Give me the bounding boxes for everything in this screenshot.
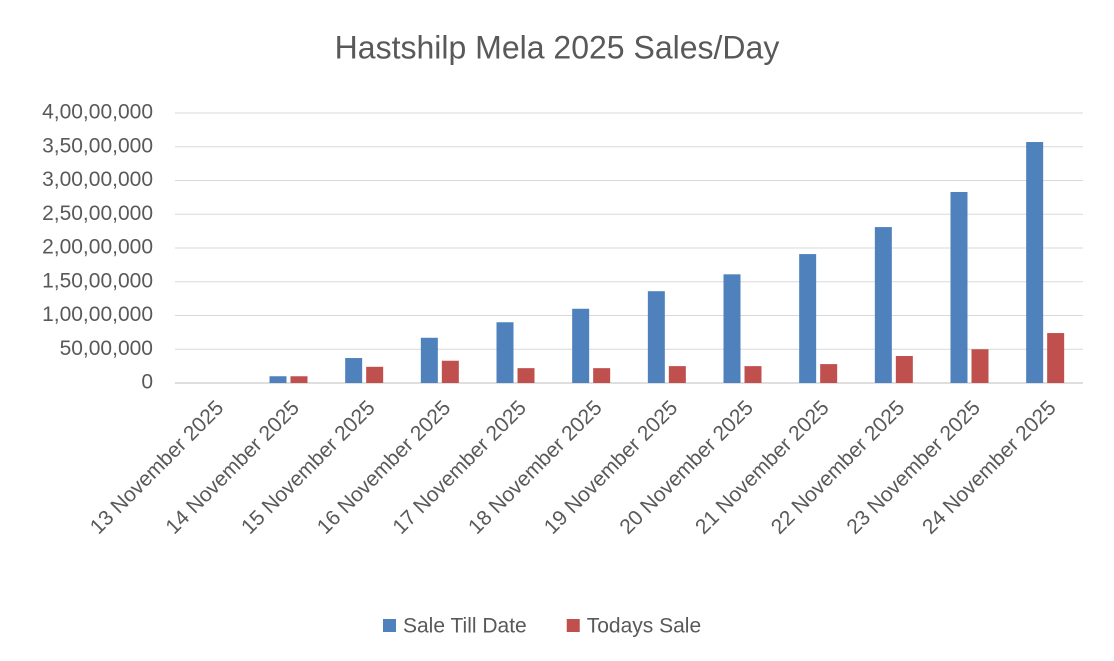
bar xyxy=(366,366,384,383)
bar xyxy=(1026,142,1044,383)
bar xyxy=(950,191,968,383)
y-tick-label: 50,00,000 xyxy=(60,337,153,360)
bar xyxy=(874,227,892,383)
bar xyxy=(345,358,363,383)
bar xyxy=(895,356,913,383)
bar xyxy=(517,368,535,383)
bar xyxy=(572,308,590,383)
legend-label: Todays Sale xyxy=(587,615,701,638)
bar xyxy=(290,376,308,383)
legend-label: Sale Till Date xyxy=(403,615,527,638)
legend-swatch xyxy=(566,619,580,632)
bar xyxy=(971,349,989,383)
y-tick-label: 2,00,00,000 xyxy=(42,236,153,259)
bar xyxy=(593,368,611,383)
bar xyxy=(820,364,838,383)
bar xyxy=(799,254,817,383)
bar xyxy=(496,322,514,383)
y-tick-label: 2,50,00,000 xyxy=(42,202,153,225)
bar xyxy=(744,366,762,383)
bar xyxy=(668,366,686,383)
y-tick-label: 3,00,00,000 xyxy=(42,168,153,191)
y-tick-label: 0 xyxy=(141,371,153,394)
bar xyxy=(1047,333,1065,383)
bar xyxy=(441,360,459,383)
bar xyxy=(420,337,438,383)
legend-swatch xyxy=(383,619,396,632)
chart-title: Hastshilp Mela 2025 Sales/Day xyxy=(335,29,780,65)
bar xyxy=(647,291,665,383)
y-tick-label: 3,50,00,000 xyxy=(42,134,153,157)
bar xyxy=(269,376,287,383)
bar xyxy=(723,274,741,383)
y-tick-label: 4,00,00,000 xyxy=(42,101,153,124)
y-tick-label: 1,00,00,000 xyxy=(42,303,153,326)
y-tick-label: 1,50,00,000 xyxy=(42,269,153,292)
